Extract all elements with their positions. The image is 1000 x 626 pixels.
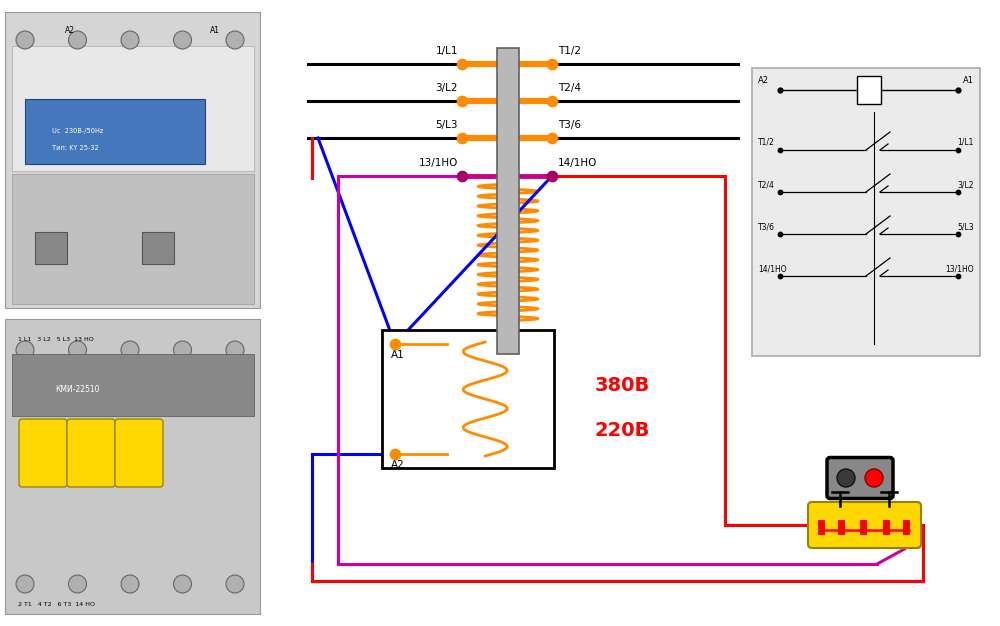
Text: 5/L3: 5/L3 — [436, 120, 458, 130]
FancyBboxPatch shape — [19, 419, 67, 487]
Circle shape — [174, 31, 192, 49]
Text: T2/4: T2/4 — [758, 180, 775, 189]
Point — [772, 187, 788, 197]
Bar — [752, 68, 980, 356]
Point — [950, 85, 966, 95]
Circle shape — [837, 469, 855, 487]
Text: A2: A2 — [758, 76, 769, 85]
Bar — [142, 232, 174, 264]
Bar — [497, 48, 519, 354]
FancyBboxPatch shape — [827, 458, 893, 498]
Text: A1: A1 — [391, 350, 405, 360]
Bar — [12, 46, 254, 171]
Point — [950, 229, 966, 239]
Point — [772, 145, 788, 155]
Text: 1/L1: 1/L1 — [436, 46, 458, 56]
Circle shape — [121, 575, 139, 593]
Point — [544, 133, 560, 143]
Point — [772, 229, 788, 239]
Bar — [12, 174, 254, 304]
Text: 1 L1   3 L2   5 L3  13 HO: 1 L1 3 L2 5 L3 13 HO — [18, 337, 94, 342]
Circle shape — [16, 341, 34, 359]
Text: T3/6: T3/6 — [758, 222, 775, 231]
Circle shape — [68, 341, 87, 359]
Circle shape — [68, 31, 87, 49]
Text: 14/1HO: 14/1HO — [758, 264, 787, 273]
Text: КМИ-22510: КМИ-22510 — [55, 385, 100, 394]
Text: T3/6: T3/6 — [558, 120, 581, 130]
FancyBboxPatch shape — [115, 419, 163, 487]
Text: A2: A2 — [65, 26, 75, 35]
Point — [544, 171, 560, 181]
Bar — [5, 319, 260, 614]
Bar — [857, 76, 881, 104]
Circle shape — [16, 31, 34, 49]
Text: 3/L2: 3/L2 — [436, 83, 458, 93]
Bar — [382, 330, 554, 468]
Point — [950, 187, 966, 197]
Text: 14/1HO: 14/1HO — [558, 158, 597, 168]
Bar — [883, 520, 890, 535]
Text: 380B: 380B — [595, 376, 650, 395]
Point — [950, 145, 966, 155]
Text: 2 T1   4 T2   6 T3  14 HO: 2 T1 4 T2 6 T3 14 HO — [18, 602, 95, 607]
FancyBboxPatch shape — [67, 419, 115, 487]
Circle shape — [226, 575, 244, 593]
Text: A1: A1 — [963, 76, 974, 85]
Bar — [903, 520, 910, 535]
Point — [772, 271, 788, 281]
Circle shape — [865, 469, 883, 487]
Circle shape — [68, 575, 87, 593]
Text: A2: A2 — [391, 460, 405, 470]
Text: T2/4: T2/4 — [558, 83, 581, 93]
Circle shape — [174, 341, 192, 359]
Point — [544, 96, 560, 106]
Point — [454, 96, 470, 106]
Circle shape — [16, 575, 34, 593]
Text: A1: A1 — [210, 26, 220, 35]
Text: Тип: KY 25-32: Тип: KY 25-32 — [52, 145, 99, 151]
Bar — [5, 12, 260, 308]
Text: Uc  230B-/50Hz: Uc 230B-/50Hz — [52, 128, 103, 134]
Point — [387, 339, 403, 349]
Point — [544, 59, 560, 69]
Point — [772, 85, 788, 95]
Text: 1/L1: 1/L1 — [958, 138, 974, 147]
Circle shape — [174, 575, 192, 593]
Bar — [12, 354, 254, 416]
Bar — [25, 99, 205, 164]
Bar — [818, 520, 825, 535]
Circle shape — [226, 31, 244, 49]
Circle shape — [121, 31, 139, 49]
Text: T1/2: T1/2 — [758, 138, 775, 147]
Point — [454, 133, 470, 143]
Text: 3/L2: 3/L2 — [957, 180, 974, 189]
FancyBboxPatch shape — [808, 502, 921, 548]
Point — [454, 59, 470, 69]
Text: T1/2: T1/2 — [558, 46, 581, 56]
Bar — [838, 520, 845, 535]
Bar — [860, 520, 867, 535]
Text: 220B: 220B — [595, 421, 650, 440]
Point — [387, 449, 403, 459]
Text: 5/L3: 5/L3 — [957, 222, 974, 231]
Circle shape — [226, 341, 244, 359]
Text: 13/1HO: 13/1HO — [419, 158, 458, 168]
Point — [454, 171, 470, 181]
Circle shape — [121, 341, 139, 359]
Text: 13/1HO: 13/1HO — [945, 264, 974, 273]
Point — [950, 271, 966, 281]
Bar — [35, 232, 67, 264]
